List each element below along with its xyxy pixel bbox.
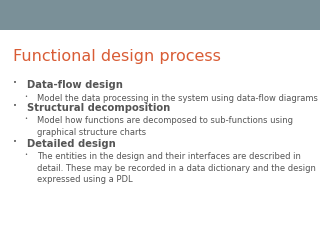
- Text: Model the data processing in the system using data-flow diagrams: Model the data processing in the system …: [37, 94, 318, 103]
- Bar: [0, 0, 320, 30]
- Text: Model how functions are decomposed to sub-functions using
graphical structure ch: Model how functions are decomposed to su…: [37, 116, 293, 137]
- Text: •: •: [24, 116, 27, 121]
- Text: •: •: [13, 139, 17, 145]
- Text: •: •: [24, 94, 27, 99]
- Text: Functional design process: Functional design process: [13, 49, 221, 64]
- Text: Detailed design: Detailed design: [27, 139, 116, 149]
- Text: •: •: [24, 152, 27, 157]
- Text: The entities in the design and their interfaces are described in
detail. These m: The entities in the design and their int…: [37, 152, 316, 184]
- Text: Data-flow design: Data-flow design: [27, 80, 123, 90]
- Text: •: •: [13, 103, 17, 109]
- Text: Structural decomposition: Structural decomposition: [27, 103, 171, 113]
- Text: •: •: [13, 80, 17, 86]
